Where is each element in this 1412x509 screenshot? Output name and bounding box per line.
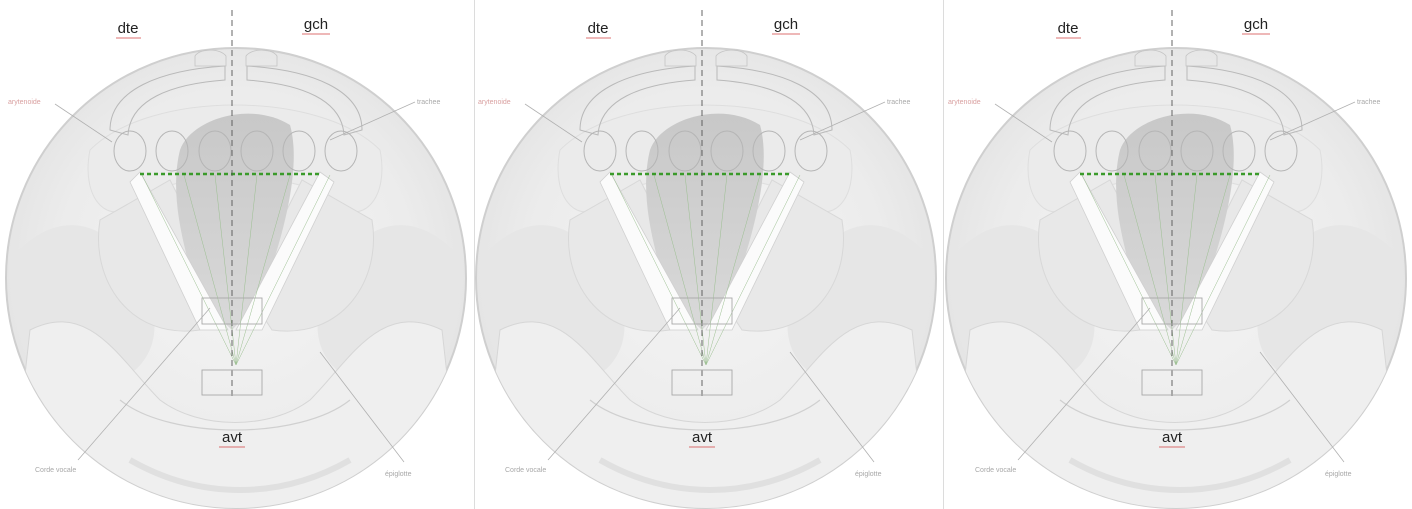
label-arytenoid: arytenoide [8, 99, 41, 106]
arytenoid-outline-right [1049, 65, 1166, 136]
larynx-panel: dte gch avt arytenoide trachee Corde voc… [470, 0, 940, 509]
anterior-box [671, 369, 733, 396]
label-arytenoid: arytenoide [948, 99, 981, 106]
larynx-view: dte gch avt arytenoide trachee Corde voc… [945, 10, 1407, 509]
corniculate-right [1134, 49, 1167, 67]
commissure-box [201, 297, 263, 325]
fan-lines [611, 174, 801, 366]
vocal-cord-leader [1017, 307, 1151, 461]
corniculate-left [1185, 49, 1218, 67]
label-left: gch [304, 16, 328, 33]
label-right: dte [118, 20, 139, 37]
arytenoid-outline-left [246, 65, 363, 136]
panel-separator [943, 0, 944, 509]
arytenoid-leader [54, 103, 113, 143]
commissure-box [671, 297, 733, 325]
corniculate-right [194, 49, 227, 67]
label-trachea: trachee [887, 99, 910, 106]
arytenoid-leader [524, 103, 583, 143]
anterior-box [201, 369, 263, 396]
cartilage-ellipses [583, 130, 828, 172]
label-left: gch [1244, 16, 1268, 33]
arytenoid-outline-left [1186, 65, 1303, 136]
label-right: dte [588, 20, 609, 37]
trachea-leader [799, 101, 886, 141]
panel-separator [474, 0, 475, 509]
arytenoid-outline-right [579, 65, 696, 136]
arytenoid-leader [994, 103, 1053, 143]
label-anterior: avt [1162, 429, 1183, 446]
larynx-view: dte gch avt arytenoide trachee Corde voc… [475, 10, 937, 509]
commissure-box [1141, 297, 1203, 325]
label-anterior: avt [222, 429, 243, 446]
fan-lines [141, 174, 331, 366]
anterior-box [1141, 369, 1203, 396]
corniculate-left [245, 49, 278, 67]
label-right: dte [1058, 20, 1079, 37]
label-epiglottis: épiglotte [855, 471, 882, 478]
cartilage-ellipses [113, 130, 358, 172]
larynx-panel: dte gch avt arytenoide trachee Corde voc… [0, 0, 470, 509]
corniculate-left [715, 49, 748, 67]
vocal-cord-leader [77, 307, 211, 461]
label-vocal-cord: Corde vocale [505, 467, 546, 474]
trachea-leader [329, 101, 416, 141]
anatomy-shading [479, 104, 933, 508]
label-anterior: avt [692, 429, 713, 446]
trachea-leader [1269, 101, 1356, 141]
epiglottis-leader [789, 351, 875, 463]
epiglottis-leader [1259, 351, 1345, 463]
label-vocal-cord: Corde vocale [35, 467, 76, 474]
label-arytenoid: arytenoide [478, 99, 511, 106]
label-trachea: trachee [1357, 99, 1380, 106]
label-epiglottis: épiglotte [1325, 471, 1352, 478]
label-epiglottis: épiglotte [385, 471, 412, 478]
larynx-panel: dte gch avt arytenoide trachee Corde voc… [940, 0, 1410, 509]
label-left: gch [774, 16, 798, 33]
cartilage-ellipses [1053, 130, 1298, 172]
larynx-view: dte gch avt arytenoide trachee Corde voc… [5, 10, 467, 509]
vocal-cord-leader [547, 307, 681, 461]
arytenoid-outline-left [716, 65, 833, 136]
anatomy-shading [9, 104, 463, 508]
label-trachea: trachee [417, 99, 440, 106]
corniculate-right [664, 49, 697, 67]
arytenoid-outline-right [109, 65, 226, 136]
label-vocal-cord: Corde vocale [975, 467, 1016, 474]
epiglottis-leader [319, 351, 405, 463]
anatomy-shading [949, 104, 1403, 508]
fan-lines [1081, 174, 1271, 366]
